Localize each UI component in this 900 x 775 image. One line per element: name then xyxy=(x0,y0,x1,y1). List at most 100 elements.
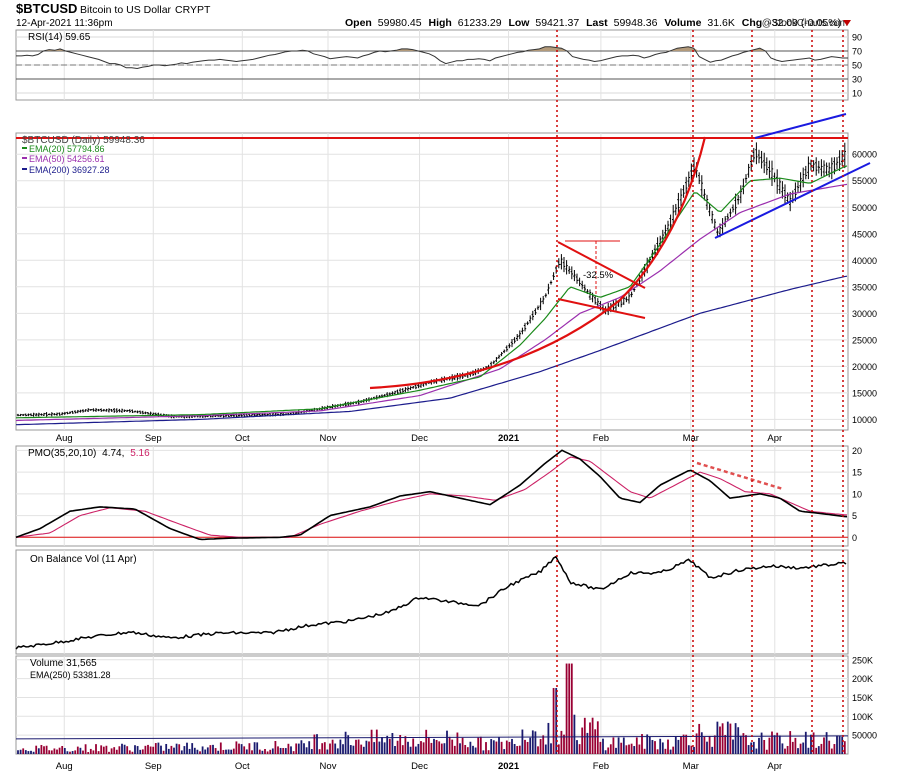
volume-bar xyxy=(820,743,823,754)
volume-bar xyxy=(370,729,373,754)
channel-upper-line xyxy=(754,113,847,139)
volume-bar xyxy=(586,732,589,754)
volume-bar xyxy=(274,740,277,754)
volume-bar xyxy=(326,749,329,754)
volume-bar xyxy=(810,734,812,754)
volume-bar xyxy=(604,750,607,754)
price-tick-label: 15000 xyxy=(852,388,877,398)
volume-bar xyxy=(724,735,727,754)
volume-bar xyxy=(386,735,389,754)
volume-bar xyxy=(492,740,495,754)
volume-bar xyxy=(570,663,573,754)
volume-bar xyxy=(383,742,386,754)
volume-bar xyxy=(669,749,672,754)
price-month-label: 2021 xyxy=(498,433,520,444)
bottom-month-label: Apr xyxy=(767,761,782,772)
volume-bar xyxy=(66,751,69,754)
volume-bar xyxy=(817,746,820,754)
volume-bar xyxy=(173,747,175,754)
volume-tick-label: 250K xyxy=(852,655,873,665)
volume-bar xyxy=(607,747,610,754)
price-month-label: Apr xyxy=(767,433,782,444)
watermark: @StockCharts.com xyxy=(762,18,848,29)
price-tick-label: 40000 xyxy=(852,256,877,266)
down-arrow-icon xyxy=(843,20,851,26)
volume-bar xyxy=(121,743,123,754)
volume-bar xyxy=(79,747,82,754)
bottom-axis: Aug Aug Sep Sep Oct Oct Nov Nov Dec Dec 2021 2021 Fe… xyxy=(56,433,782,772)
flag-lower-line xyxy=(557,298,646,319)
volume-bar xyxy=(219,742,222,754)
volume-bar xyxy=(789,731,792,754)
volume-bar xyxy=(664,748,667,754)
volume-bar xyxy=(446,730,448,754)
volume-bar xyxy=(297,743,300,754)
volume-bar xyxy=(266,751,269,754)
ema200-label: EMA(200) 36927.28 xyxy=(29,165,110,175)
rsi-tick-label: 50 xyxy=(852,61,862,71)
volume-bar xyxy=(240,744,243,754)
volume-bar xyxy=(560,730,563,754)
low-value: 59421.37 xyxy=(535,17,579,29)
volume-bar xyxy=(100,745,103,754)
volume-bar xyxy=(63,748,66,754)
volume-bar xyxy=(430,742,433,754)
volume-bar xyxy=(87,752,90,754)
volume-bar xyxy=(425,729,428,754)
volume-bar xyxy=(56,749,58,754)
price-month-label: Nov xyxy=(320,433,337,444)
ema20-line xyxy=(15,165,848,419)
volume-bar xyxy=(656,749,659,754)
volume-bar xyxy=(264,748,266,754)
volume-bar xyxy=(126,746,129,754)
volume-bar xyxy=(149,746,152,754)
volume-bar xyxy=(620,742,623,754)
volume-bar xyxy=(516,746,519,754)
volume-bar xyxy=(804,731,807,754)
price-tick-label: 50000 xyxy=(852,203,877,213)
volume-bar xyxy=(651,740,654,754)
volume-bar xyxy=(313,734,316,754)
pmo-tick-label: 0 xyxy=(852,533,857,543)
pmo-divergence-line xyxy=(696,461,784,491)
volume-bar xyxy=(708,735,711,754)
volume-bar xyxy=(362,746,365,754)
volume-ema-label: EMA(250) 53381.28 xyxy=(30,670,111,680)
bottom-month-label: Nov xyxy=(320,761,337,772)
volume-bar xyxy=(407,741,409,754)
volume-bar xyxy=(508,741,511,754)
volume-bar xyxy=(490,739,493,754)
volume-bar xyxy=(167,748,170,754)
volume-bar xyxy=(461,737,464,754)
volume-bar xyxy=(157,742,160,754)
volume-bar xyxy=(230,749,233,754)
volume-bar xyxy=(695,733,698,754)
volume-bar xyxy=(625,745,628,754)
volume-bar xyxy=(474,747,477,754)
price-tick-label: 55000 xyxy=(852,176,877,186)
volume-value: 31.6K xyxy=(707,17,734,29)
rsi-tick-label: 90 xyxy=(852,33,862,43)
volume-bar xyxy=(739,735,742,754)
volume-bar xyxy=(706,741,708,754)
volume-ema-line xyxy=(15,735,849,740)
price-tick-label: 45000 xyxy=(852,229,877,239)
bottom-month-label: Oct xyxy=(235,761,250,772)
price-tick-label: 30000 xyxy=(852,309,877,319)
volume-bar xyxy=(833,744,836,754)
volume-bar xyxy=(191,743,194,754)
price-tick-label: 35000 xyxy=(852,282,877,292)
volume-bar xyxy=(609,744,612,754)
volume-bar xyxy=(682,734,685,754)
volume-bar xyxy=(37,748,40,754)
volume-bar xyxy=(776,732,779,754)
volume-bar xyxy=(469,741,472,754)
volume-bar xyxy=(388,738,391,754)
volume-bar xyxy=(251,750,253,754)
volume-bar xyxy=(290,746,292,754)
volume-bar xyxy=(591,717,594,754)
volume-bar xyxy=(292,751,295,754)
volume-bar xyxy=(557,744,560,754)
volume-bar xyxy=(786,745,789,754)
volume-bar xyxy=(596,721,599,754)
